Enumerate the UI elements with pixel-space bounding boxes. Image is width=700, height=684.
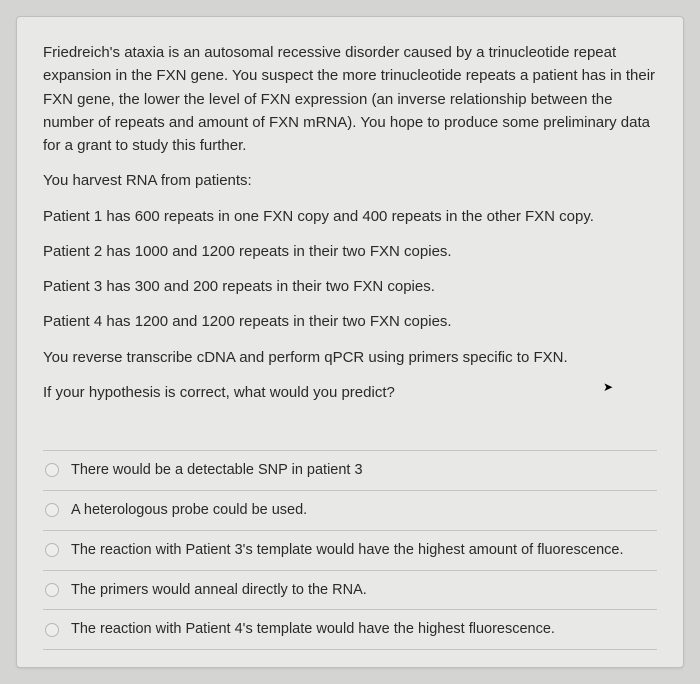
option-row[interactable]: There would be a detectable SNP in patie… [43, 450, 657, 490]
patient3-text: Patient 3 has 300 and 200 repeats in the… [43, 275, 657, 298]
question-passage: Friedreich's ataxia is an autosomal rece… [43, 41, 657, 404]
option-row[interactable]: The reaction with Patient 3's template w… [43, 530, 657, 570]
option-label: There would be a detectable SNP in patie… [71, 461, 653, 480]
option-label: A heterologous probe could be used. [71, 501, 653, 520]
radio-icon[interactable] [45, 543, 59, 557]
harvest-text: You harvest RNA from patients: [43, 169, 657, 192]
cursor-icon: ➤ [603, 378, 613, 397]
radio-icon[interactable] [45, 583, 59, 597]
patient2-text: Patient 2 has 1000 and 1200 repeats in t… [43, 240, 657, 263]
option-row[interactable]: A heterologous probe could be used. [43, 490, 657, 530]
radio-icon[interactable] [45, 623, 59, 637]
question-text: If your hypothesis is correct, what woul… [43, 381, 657, 404]
radio-icon[interactable] [45, 463, 59, 477]
answer-options: There would be a detectable SNP in patie… [43, 450, 657, 650]
intro-text: Friedreich's ataxia is an autosomal rece… [43, 41, 657, 157]
option-row[interactable]: The primers would anneal directly to the… [43, 570, 657, 610]
radio-icon[interactable] [45, 503, 59, 517]
option-label: The reaction with Patient 3's template w… [71, 541, 653, 560]
question-card: Friedreich's ataxia is an autosomal rece… [16, 16, 684, 668]
option-row[interactable]: The reaction with Patient 4's template w… [43, 609, 657, 650]
option-label: The primers would anneal directly to the… [71, 581, 653, 600]
patient4-text: Patient 4 has 1200 and 1200 repeats in t… [43, 310, 657, 333]
option-label: The reaction with Patient 4's template w… [71, 620, 653, 639]
patient1-text: Patient 1 has 600 repeats in one FXN cop… [43, 205, 657, 228]
method-text: You reverse transcribe cDNA and perform … [43, 346, 657, 369]
